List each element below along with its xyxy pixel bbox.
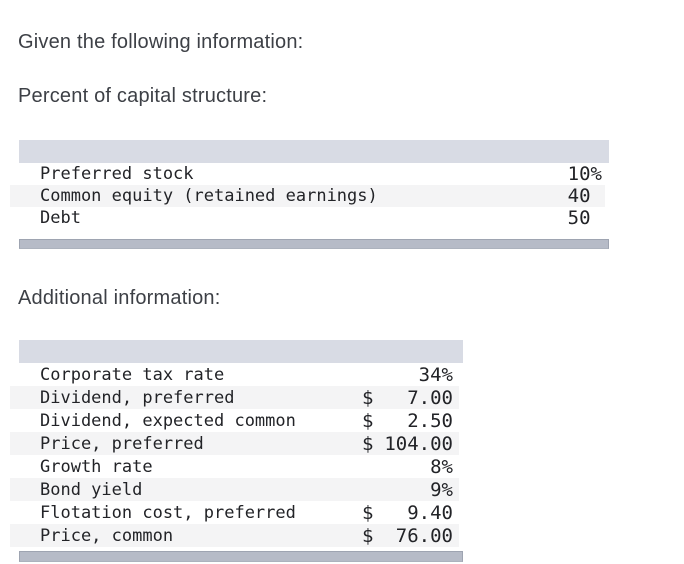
row-label: Price, common [40, 525, 174, 546]
row-label: Dividend, preferred [40, 387, 235, 408]
row-label: Price, preferred [40, 433, 204, 454]
additional-info-table-body: Corporate tax rate 34% Dividend, preferr… [10, 363, 459, 547]
additional-info-table: Corporate tax rate 34% Dividend, preferr… [10, 340, 463, 562]
currency-symbol: $ [362, 501, 374, 524]
capital-structure-heading: Percent of capital structure: [18, 85, 268, 107]
capital-structure-table: Preferred stock 10% Common equity (retai… [10, 140, 609, 249]
row-value: $ 2.50 [362, 410, 453, 432]
row-label: Bond yield [40, 479, 143, 500]
row-value: 10% [567, 163, 602, 185]
table-row: Price, common $ 76.00 [10, 524, 459, 547]
table-row: Debt 50 [10, 207, 605, 229]
currency-symbol: $ [362, 432, 374, 455]
row-value: 34% [362, 364, 453, 386]
row-label: Flotation cost, preferred [40, 502, 296, 523]
row-value: 50 [567, 207, 602, 229]
currency-symbol: $ [362, 524, 374, 547]
horizontal-scrollbar[interactable] [19, 551, 463, 562]
additional-info-heading: Additional information: [18, 287, 221, 309]
horizontal-scrollbar[interactable] [19, 239, 609, 249]
table-row: Dividend, preferred $ 7.00 [10, 386, 459, 409]
currency-symbol: $ [362, 409, 374, 432]
amount: 7.00 [407, 386, 453, 409]
row-value: $ 9.40 [362, 502, 453, 524]
row-label: Dividend, expected common [40, 410, 296, 431]
table-row: Growth rate 8% [10, 455, 459, 478]
table-row: Dividend, expected common $ 2.50 [10, 409, 459, 432]
row-label: Debt [40, 208, 81, 228]
amount: 104.00 [384, 432, 453, 455]
table-row: Bond yield 9% [10, 478, 459, 501]
amount: 9% [430, 478, 453, 501]
amount: 9.40 [407, 501, 453, 524]
row-label: Preferred stock [40, 164, 194, 184]
row-label: Common equity (retained earnings) [40, 186, 378, 206]
capital-structure-table-body: Preferred stock 10% Common equity (retai… [10, 163, 605, 229]
row-value: $ 104.00 [362, 433, 453, 455]
row-value: 8% [362, 456, 453, 478]
currency-symbol: $ [362, 386, 374, 409]
intro-heading: Given the following information: [18, 31, 304, 53]
table-row: Common equity (retained earnings) 40 [10, 185, 605, 207]
table-row: Corporate tax rate 34% [10, 363, 459, 386]
capital-structure-table-header-bar [19, 140, 609, 163]
amount: 34% [418, 363, 453, 386]
amount: 8% [430, 455, 453, 478]
row-value: 40 [567, 185, 602, 207]
table-row: Preferred stock 10% [10, 163, 605, 185]
additional-info-table-header-bar [19, 340, 463, 363]
amount: 2.50 [407, 409, 453, 432]
row-label: Growth rate [40, 456, 153, 477]
table-row: Price, preferred $ 104.00 [10, 432, 459, 455]
amount: 76.00 [395, 524, 453, 547]
row-value: 9% [362, 479, 453, 501]
row-value: $ 7.00 [362, 387, 453, 409]
table-row: Flotation cost, preferred $ 9.40 [10, 501, 459, 524]
row-value: $ 76.00 [362, 525, 453, 547]
row-label: Corporate tax rate [40, 364, 225, 385]
